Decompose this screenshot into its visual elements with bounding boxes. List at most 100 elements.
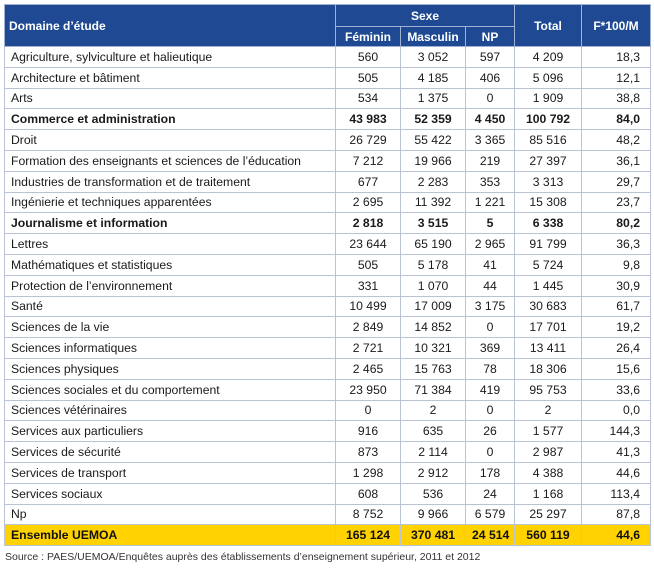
total-row: Ensemble UEMOA 165 124 370 481 24 514 560 11… [4, 524, 651, 547]
cell-feminin: 2 465 [335, 357, 401, 380]
cell-total: 3 313 [514, 170, 582, 193]
cell-feminin: 2 849 [335, 316, 401, 339]
cell-np: 44 [465, 274, 515, 297]
cell-masculin: 19 966 [400, 149, 466, 172]
cell-np: 2 965 [465, 233, 515, 255]
header-total: Total [514, 4, 582, 47]
row-label: Architecture et bâtiment [4, 66, 336, 89]
cell-masculin: 2 114 [400, 441, 466, 463]
row-label: Commerce et administration [4, 108, 336, 131]
row-label: Sciences vétérinaires [4, 399, 336, 422]
table-row: Architecture et bâtiment 505 4 185 406 5 096… [4, 66, 651, 89]
table-row: Sciences vétérinaires 0 2 0 2 0,0 [4, 399, 651, 422]
cell-ratio: 84,0 [581, 108, 651, 131]
cell-masculin: 10 321 [400, 337, 466, 359]
cell-ratio: 61,7 [581, 295, 651, 318]
cell-feminin: 0 [335, 399, 401, 422]
cell-ratio: 0,0 [581, 399, 651, 422]
cell-ratio: 113,4 [581, 482, 651, 505]
cell-np: 78 [465, 357, 515, 380]
table-row: Formation des enseignants et sciences de… [4, 149, 651, 172]
header-ratio: F*100/M [581, 4, 651, 47]
cell-masculin: 3 052 [400, 46, 466, 68]
table-row: Industries de transformation et de trait… [4, 170, 651, 193]
cell-feminin: 331 [335, 274, 401, 297]
row-label: Mathématiques et statistiques [4, 253, 336, 276]
cell-feminin: 505 [335, 66, 401, 89]
header-sexe: Sexe [335, 4, 515, 27]
cell-feminin: 10 499 [335, 295, 401, 318]
cell-np: 1 221 [465, 191, 515, 214]
row-label: Sciences physiques [4, 357, 336, 380]
row-label: Santé [4, 295, 336, 318]
cell-masculin: 71 384 [400, 378, 466, 401]
cell-masculin: 65 190 [400, 233, 466, 255]
cell-np: 178 [465, 461, 515, 484]
cell-ratio: 87,8 [581, 503, 651, 526]
cell-ratio: 38,8 [581, 87, 651, 110]
cell-feminin: 43 983 [335, 108, 401, 131]
table-row: Commerce et administration 43 983 52 359 4 … [4, 108, 651, 131]
cell-ratio: 9,8 [581, 253, 651, 276]
cell-feminin: 534 [335, 87, 401, 110]
cell-np: 24 514 [465, 524, 515, 547]
cell-feminin: 2 818 [335, 212, 401, 235]
cell-total: 6 338 [514, 212, 582, 235]
row-label: Sciences sociales et du comportement [4, 378, 336, 401]
row-label: Services sociaux [4, 482, 336, 505]
cell-total: 5 096 [514, 66, 582, 89]
cell-total: 15 308 [514, 191, 582, 214]
cell-masculin: 17 009 [400, 295, 466, 318]
cell-np: 0 [465, 316, 515, 339]
table-row: Arts 534 1 375 0 1 909 38,8 [4, 87, 651, 110]
cell-masculin: 55 422 [400, 129, 466, 151]
cell-np: 24 [465, 482, 515, 505]
table-row: Lettres 23 644 65 190 2 965 91 799 36,3 [4, 233, 651, 255]
cell-total: 1 168 [514, 482, 582, 505]
cell-masculin: 1 375 [400, 87, 466, 110]
table-row: Sciences sociales et du comportement 23 9… [4, 378, 651, 401]
table-row: Sciences de la vie 2 849 14 852 0 17 701 19,2 [4, 316, 651, 339]
cell-total: 95 753 [514, 378, 582, 401]
table-header: Domaine d’étude Sexe Total F*100/M Fémin… [4, 4, 651, 47]
cell-masculin: 3 515 [400, 212, 466, 235]
cell-np: 219 [465, 149, 515, 172]
table-row: Ingénierie et techniques apparentées 2 69… [4, 191, 651, 214]
table-row: Journalisme et information 2 818 3 515 5 6 3… [4, 212, 651, 235]
row-label: Formation des enseignants et sciences de… [4, 149, 336, 172]
cell-np: 26 [465, 420, 515, 443]
cell-ratio: 23,7 [581, 191, 651, 214]
header-masculin: Masculin [400, 26, 466, 47]
table-row: Protection de l’environnement 331 1 070 44 1… [4, 274, 651, 297]
header-np: NP [465, 26, 515, 47]
cell-feminin: 873 [335, 441, 401, 463]
cell-np: 419 [465, 378, 515, 401]
cell-np: 353 [465, 170, 515, 193]
cell-ratio: 15,6 [581, 357, 651, 380]
cell-masculin: 2 283 [400, 170, 466, 193]
cell-feminin: 677 [335, 170, 401, 193]
total-label: Ensemble UEMOA [4, 524, 336, 547]
cell-np: 6 579 [465, 503, 515, 526]
cell-np: 0 [465, 87, 515, 110]
cell-np: 369 [465, 337, 515, 359]
table-row: Mathématiques et statistiques 505 5 178 41 5… [4, 253, 651, 276]
table-body: Agriculture, sylviculture et halieutique… [4, 46, 651, 547]
cell-total: 1 909 [514, 87, 582, 110]
cell-total: 2 [514, 399, 582, 422]
cell-total: 4 209 [514, 46, 582, 68]
table-row: Sciences physiques 2 465 15 763 78 18 306 15,… [4, 357, 651, 380]
cell-masculin: 11 392 [400, 191, 466, 214]
cell-ratio: 36,1 [581, 149, 651, 172]
cell-ratio: 41,3 [581, 441, 651, 463]
row-label: Sciences informatiques [4, 337, 336, 359]
table-row: Sciences informatiques 2 721 10 321 369 13 4… [4, 337, 651, 359]
cell-total: 1 445 [514, 274, 582, 297]
row-label: Lettres [4, 233, 336, 255]
table-row: Santé 10 499 17 009 3 175 30 683 61,7 [4, 295, 651, 318]
cell-np: 597 [465, 46, 515, 68]
cell-np: 3 175 [465, 295, 515, 318]
cell-feminin: 2 695 [335, 191, 401, 214]
cell-total: 13 411 [514, 337, 582, 359]
cell-feminin: 1 298 [335, 461, 401, 484]
